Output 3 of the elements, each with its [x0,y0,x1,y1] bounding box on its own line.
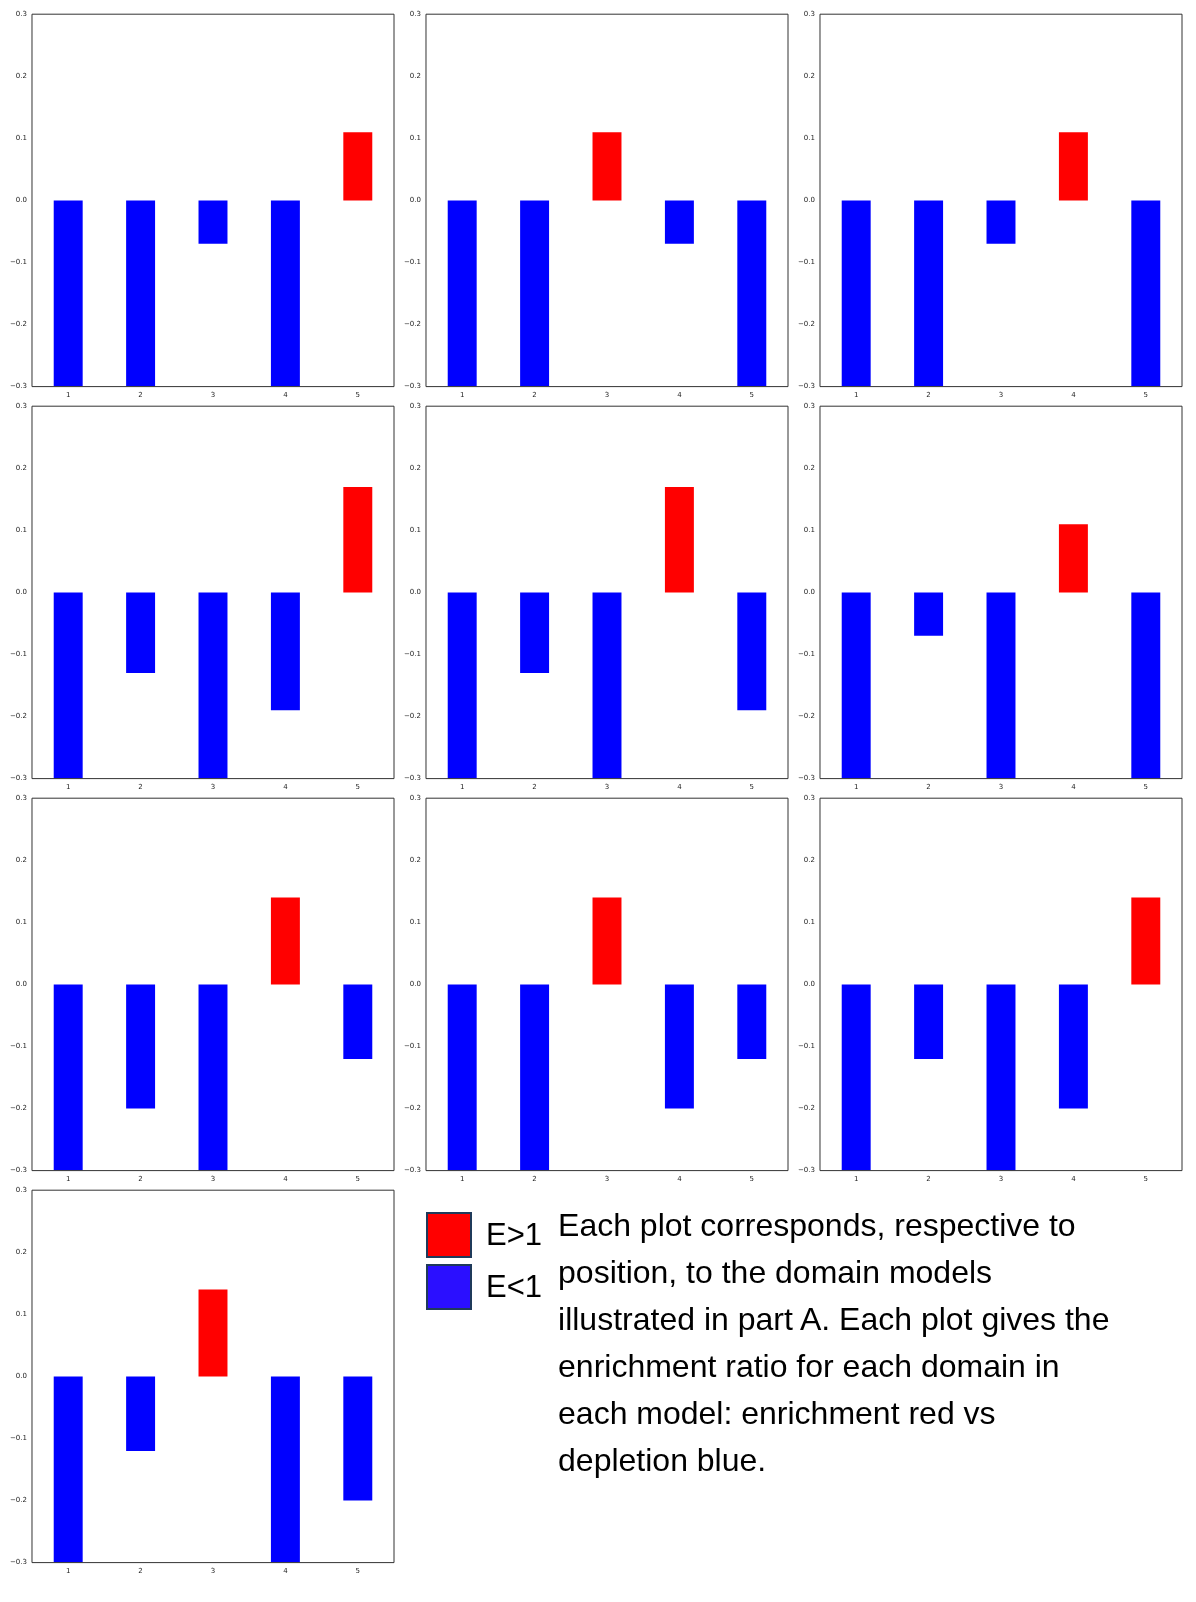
text: Each plot corresponds, respective to position, to the domain models illustrated in part A. Each plot gives the enrichment ratio for each domain in each model: enrichment red vs depletion blue. [558,1206,1111,1480]
legend-label: E<1 [486,1269,543,1305]
legend-label: E>1 [486,1217,543,1253]
